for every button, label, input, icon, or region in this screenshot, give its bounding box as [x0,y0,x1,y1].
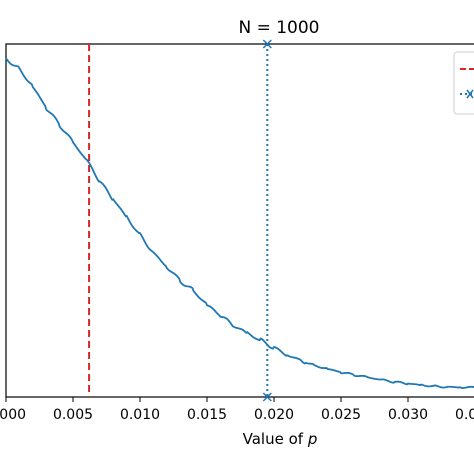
legend-marker-2 [466,89,474,99]
x-axis-title: Value of p [243,430,318,448]
x-tick-label: 0.025 [321,407,361,423]
x-axis-ticks: 0.000 0.005 0.010 0.015 0.020 0.025 0.030 0.035 [0,397,474,423]
x-tick-label: 0.030 [388,407,428,423]
x-tick-label: 0.015 [187,407,227,423]
x-tick-label: 0.010 [120,407,160,423]
legend [453,51,474,115]
legend-box [453,51,474,115]
chart-title: N = 1000 [238,18,319,38]
vertical-line-marker [262,392,272,402]
x-tick-label: 0.020 [254,407,294,423]
x-tick-label: 0.000 [0,407,26,423]
vertical-line-marker [262,39,272,49]
series-line-1 [5,57,474,389]
plot-area [5,39,474,402]
x-axis-title-prefix: Value of [243,430,308,448]
plot-frame [5,43,474,398]
x-tick-label: 0.005 [53,407,93,423]
x-tick-label: 0.035 [455,407,474,423]
x-axis-title-variable: p [307,430,318,448]
